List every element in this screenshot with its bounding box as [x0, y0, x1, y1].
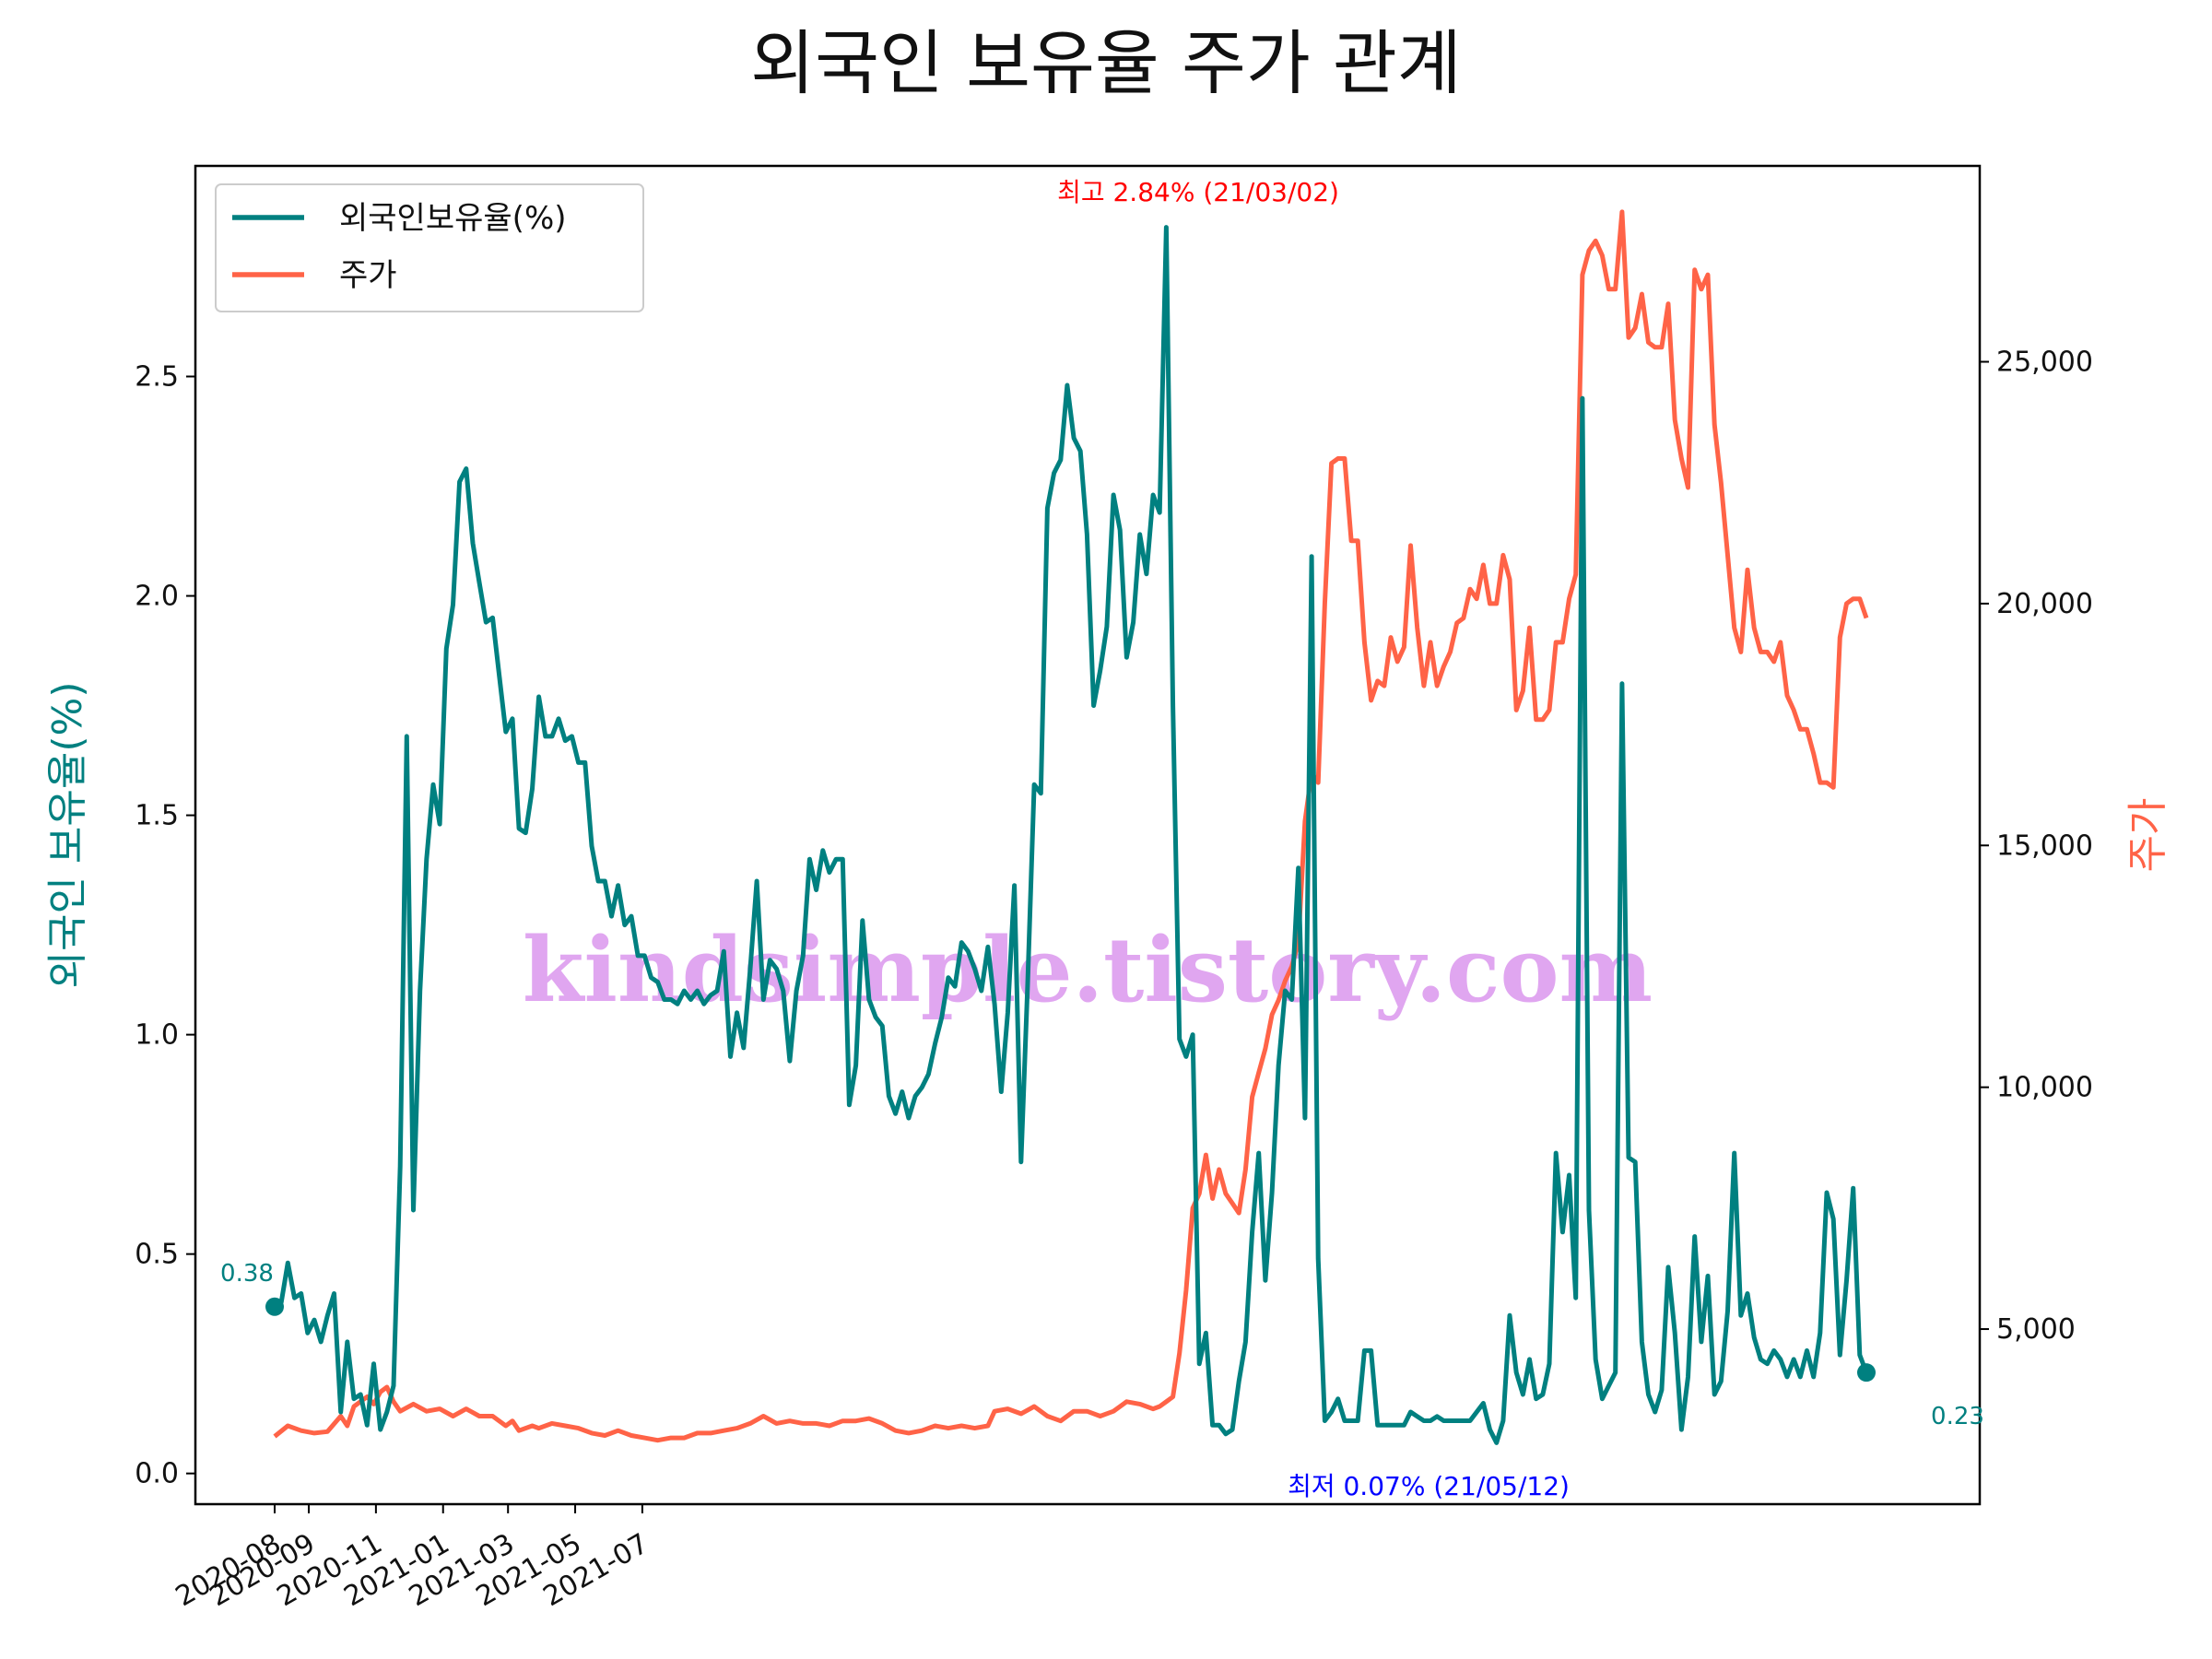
- min-annotation: 최저 0.07% (21/05/12): [1288, 1471, 1570, 1501]
- max-annotation: 최고 2.84% (21/03/02): [1057, 177, 1339, 207]
- y-right-tick-label: 25,000: [1996, 347, 2093, 379]
- y-axis-left-label: 외국인 보유율(%): [44, 681, 91, 988]
- y-left-tick-label: 2.0: [135, 581, 179, 613]
- price-series-line: [273, 209, 1869, 1443]
- holding-series-line: [273, 225, 1869, 1445]
- legend-label-holding: 외국인보유율(%): [339, 200, 567, 237]
- y-axis-right-label: 주가: [2124, 798, 2171, 873]
- y-left-tick-label: 0.5: [135, 1239, 179, 1271]
- y-right-tick-label: 20,000: [1996, 588, 2093, 620]
- y-right-tick-label: 15,000: [1996, 830, 2093, 862]
- y-right-tick-label: 10,000: [1996, 1072, 2093, 1104]
- y-axis-left: 0.0 0.5 1.0 1.5 2.0 2.5: [135, 361, 195, 1490]
- start-value-label: 0.38: [220, 1260, 274, 1288]
- start-point-marker: [265, 1297, 284, 1316]
- legend: 외국인보유율(%) 주가: [215, 183, 644, 312]
- y-left-tick-label: 0.0: [135, 1458, 179, 1490]
- y-left-tick-label: 1.0: [135, 1019, 179, 1052]
- y-right-tick-label: 5,000: [1996, 1313, 2076, 1346]
- x-axis: 2020-082020-092020-112021-012021-032021-…: [171, 1504, 654, 1613]
- end-value-label: 0.23: [1931, 1403, 1984, 1430]
- legend-label-price: 주가: [339, 257, 397, 294]
- watermark-text: kindsimple.tistory.com: [523, 918, 1653, 1022]
- plot-frame: [194, 164, 1982, 1506]
- end-point-marker: [1857, 1363, 1876, 1382]
- y-left-tick-label: 2.5: [135, 361, 179, 394]
- y-axis-right: 5,000 10,000 15,000 20,000 25,000: [1980, 347, 2093, 1346]
- chart-title: 외국인 보유율 주가 관계: [750, 22, 1462, 104]
- legend-box: [215, 183, 644, 312]
- y-left-tick-label: 1.5: [135, 800, 179, 832]
